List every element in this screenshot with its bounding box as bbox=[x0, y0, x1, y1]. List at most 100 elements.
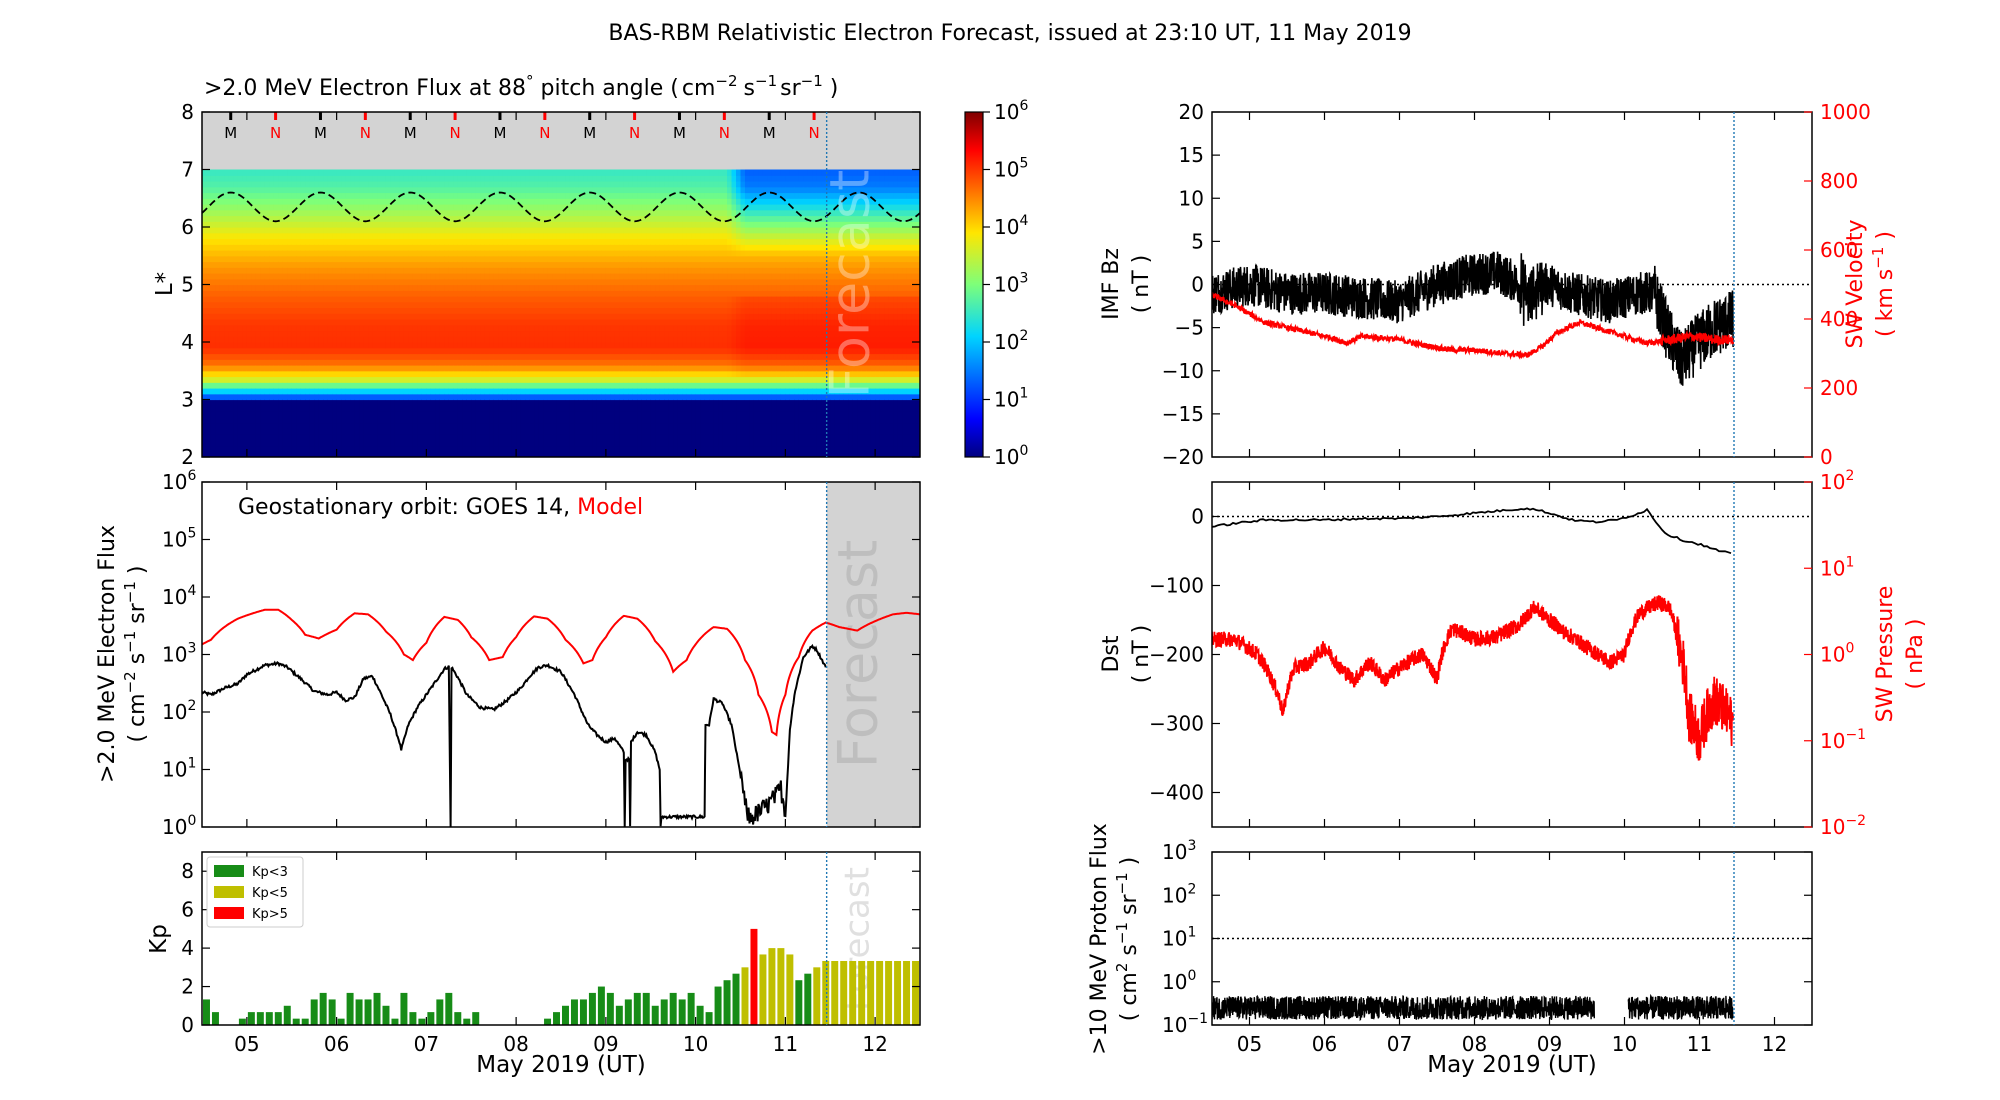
heatmap-cell bbox=[480, 439, 486, 447]
heatmap-cell bbox=[282, 175, 288, 182]
heatmap-cell bbox=[417, 181, 423, 188]
heatmap-cell bbox=[394, 359, 401, 366]
heatmap-cell bbox=[480, 388, 486, 395]
heatmap-cell bbox=[507, 451, 513, 457]
heatmap-cell bbox=[426, 405, 432, 412]
heatmap-cell bbox=[448, 382, 454, 389]
heatmap-cell bbox=[246, 204, 252, 211]
heatmap-cell bbox=[264, 388, 270, 395]
heatmap-cell bbox=[323, 324, 329, 332]
heatmap-cell bbox=[538, 347, 544, 355]
heatmap-cell bbox=[314, 215, 320, 222]
heatmap-cell bbox=[543, 336, 549, 343]
heatmap-cell bbox=[605, 319, 611, 326]
heatmap-cell bbox=[516, 451, 522, 457]
heatmap-cell bbox=[614, 290, 620, 297]
heatmap-cell bbox=[578, 232, 585, 240]
heatmap-cell bbox=[394, 393, 401, 401]
heatmap-cell bbox=[493, 399, 499, 406]
heatmap-cell bbox=[309, 175, 315, 182]
heatmap-cell bbox=[525, 445, 531, 452]
heatmap-cell bbox=[426, 393, 432, 401]
heatmap-cell bbox=[520, 422, 526, 429]
heatmap-cell bbox=[641, 399, 647, 406]
heatmap-cell bbox=[287, 439, 293, 447]
heatmap-cell bbox=[350, 261, 356, 268]
heatmap-cell bbox=[300, 267, 306, 274]
heatmap-cell bbox=[314, 434, 320, 441]
heatmap-cell bbox=[587, 215, 594, 222]
heatmap-cell bbox=[336, 393, 342, 401]
heatmap-cell bbox=[323, 192, 329, 199]
heatmap-cell bbox=[475, 181, 481, 188]
heatmap-cell bbox=[556, 445, 562, 452]
heatmap-cell bbox=[592, 428, 598, 435]
heatmap-cell bbox=[569, 284, 576, 291]
heatmap-cell bbox=[502, 198, 508, 205]
heatmap-cell bbox=[260, 232, 266, 240]
heatmap-cell bbox=[605, 232, 611, 240]
heatmap-cell bbox=[480, 422, 486, 429]
heatmap-cell bbox=[610, 330, 616, 337]
heatmap-cell bbox=[426, 192, 432, 199]
heatmap-cell bbox=[251, 238, 257, 245]
heatmap-cell bbox=[439, 198, 445, 205]
heatmap-cell bbox=[408, 284, 414, 291]
heatmap-cell bbox=[282, 221, 288, 228]
heatmap-cell bbox=[448, 388, 454, 395]
heatmap-cell bbox=[475, 169, 481, 176]
heatmap-cell bbox=[534, 186, 540, 194]
heatmap-cell bbox=[578, 307, 585, 314]
heatmap-cell bbox=[453, 445, 459, 452]
heatmap-cell bbox=[296, 261, 302, 268]
heatmap-cell bbox=[237, 296, 243, 303]
heatmap-cell bbox=[516, 232, 522, 240]
heatmap-cell bbox=[435, 296, 441, 303]
heatmap-cell bbox=[475, 250, 481, 257]
heatmap-cell bbox=[381, 255, 387, 263]
heatmap-cell bbox=[354, 365, 360, 372]
heatmap-cell bbox=[228, 388, 235, 395]
heatmap-cell bbox=[219, 209, 226, 217]
heatmap-cell bbox=[543, 405, 549, 412]
heatmap-cell bbox=[569, 434, 576, 441]
heatmap-cell bbox=[471, 365, 477, 372]
heatmap-cell bbox=[480, 342, 486, 349]
heatmap-cell bbox=[206, 204, 212, 211]
heatmap-cell bbox=[637, 376, 643, 383]
heatmap-cell bbox=[448, 232, 454, 240]
heatmap-cell bbox=[623, 250, 629, 257]
heatmap-cell bbox=[255, 353, 261, 360]
heatmap-cell bbox=[592, 439, 598, 447]
heatmap-cell bbox=[399, 307, 405, 314]
heatmap-cell bbox=[350, 273, 356, 280]
heatmap-cell bbox=[341, 290, 347, 297]
heatmap-cell bbox=[318, 261, 324, 268]
heatmap-cell bbox=[641, 169, 647, 176]
heatmap-cell bbox=[341, 388, 347, 395]
heatmap-cell bbox=[390, 227, 396, 234]
heatmap-cell bbox=[332, 273, 338, 280]
heatmap-cell bbox=[368, 382, 374, 389]
heatmap-cell bbox=[327, 290, 333, 297]
heatmap-cell bbox=[202, 181, 208, 188]
heatmap-cell bbox=[421, 238, 427, 245]
heatmap-cell bbox=[228, 445, 235, 452]
heatmap-cell bbox=[592, 382, 598, 389]
heatmap-cell bbox=[332, 169, 338, 176]
heatmap-cell bbox=[341, 250, 347, 257]
heatmap-cell bbox=[623, 290, 629, 297]
heatmap-cell bbox=[426, 296, 432, 303]
heatmap-cell bbox=[381, 221, 387, 228]
heatmap-cell bbox=[543, 267, 549, 274]
heatmap-cell bbox=[628, 399, 634, 406]
heatmap-cell bbox=[480, 301, 486, 309]
heatmap-cell bbox=[368, 181, 374, 188]
heatmap-cell bbox=[547, 238, 553, 245]
heatmap-cell bbox=[529, 198, 535, 205]
heatmap-cell bbox=[305, 319, 311, 326]
heatmap-cell bbox=[251, 227, 257, 234]
heatmap-cell bbox=[534, 388, 540, 395]
heatmap-cell bbox=[287, 278, 293, 286]
heatmap-cell bbox=[502, 382, 508, 389]
